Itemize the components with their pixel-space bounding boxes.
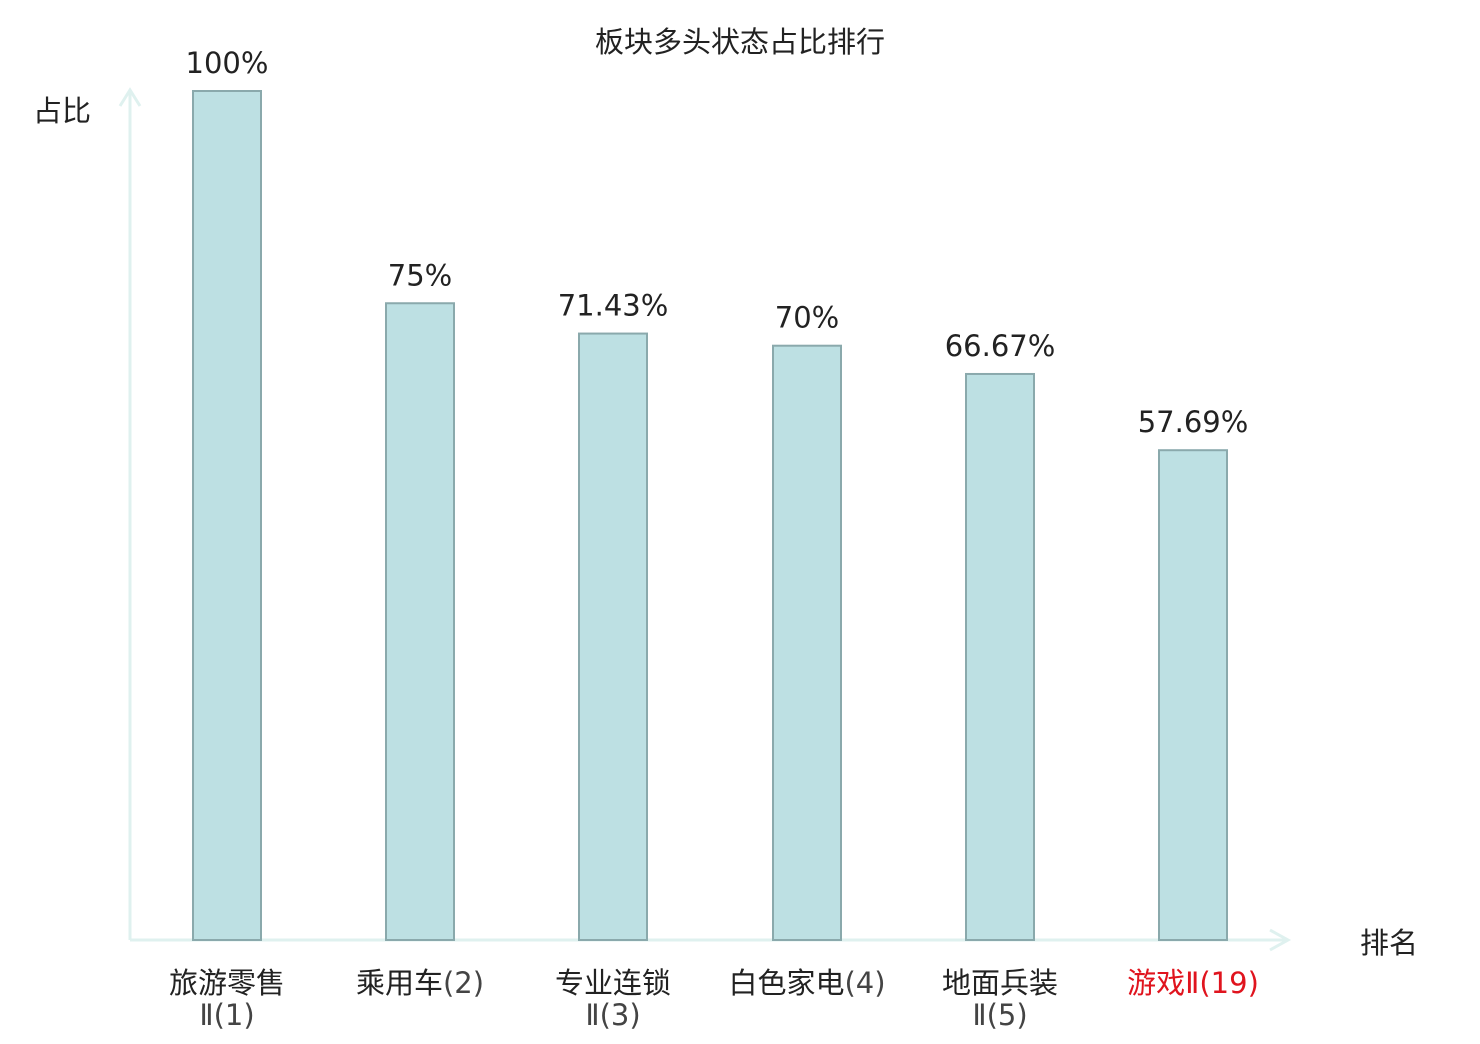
category-label: 白色家电(4) [728, 966, 885, 1000]
bar [192, 90, 262, 941]
category-rank-label: Ⅱ(19) [1185, 966, 1259, 1000]
category-rank-label: (2) [443, 966, 484, 1000]
category-label: 地面兵装 [942, 966, 1058, 1000]
x-axis-label: 排名 [1360, 926, 1418, 960]
bar [772, 344, 842, 941]
category-rank-label: (4) [844, 966, 885, 1000]
axes [118, 87, 1292, 952]
category-label: 旅游零售 [169, 966, 285, 1000]
x-axis-arrow [1269, 928, 1292, 952]
category-label: 专业连锁 [555, 966, 671, 1000]
bar [385, 302, 455, 941]
category-rank-label: Ⅱ(1) [199, 998, 254, 1032]
category-name: 白色家电 [728, 966, 844, 1000]
data-label: 71.43% [558, 289, 669, 323]
y-axis-label: 占比 [33, 94, 91, 128]
bar [965, 372, 1035, 942]
category-label: 游戏Ⅱ(19) [1127, 966, 1259, 1000]
value-labels: 100% 75% 71.43% 70% 66.67% 57.69% [186, 46, 1249, 439]
data-label: 100% [186, 46, 269, 80]
data-label: 75% [388, 258, 452, 292]
data-label: 57.69% [1138, 405, 1249, 439]
category-label: 乘用车(2) [356, 966, 484, 1000]
category-name: 游戏 [1127, 966, 1185, 1000]
bars [192, 90, 1228, 942]
chart-title: 板块多头状态占比排行 [595, 25, 885, 59]
category-name: 乘用车 [356, 966, 443, 1000]
category-rank-label: Ⅱ(5) [972, 998, 1027, 1032]
bar [1158, 449, 1228, 941]
category-rank-label: Ⅱ(3) [585, 998, 640, 1032]
data-label: 70% [775, 301, 839, 335]
y-axis-arrow [118, 87, 142, 107]
data-label: 66.67% [945, 329, 1056, 363]
bar [578, 332, 648, 941]
